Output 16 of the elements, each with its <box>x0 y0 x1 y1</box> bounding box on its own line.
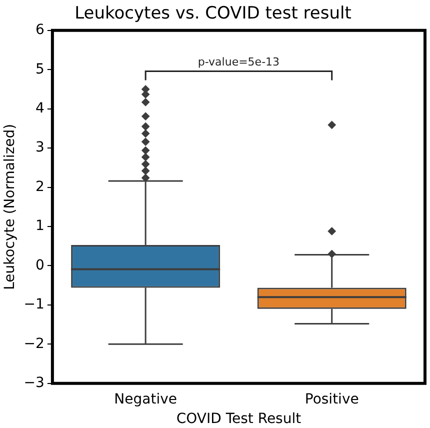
y-tick-label: 5 <box>36 61 44 78</box>
annotation: p-value=5e-13 <box>198 56 280 69</box>
chart-title: Leukocytes vs. COVID test result <box>74 4 352 24</box>
y-axis-title: Leukocyte (Normalized) <box>2 124 18 290</box>
x-axis-title: COVID Test Result <box>176 411 302 428</box>
x-tick-label: Negative <box>114 391 177 408</box>
y-tick-label: 6 <box>36 22 45 38</box>
y-tick-label: 3 <box>36 140 44 156</box>
y-tick-label: 0 <box>36 257 44 274</box>
y-tick-label: 2 <box>36 178 44 195</box>
y-tick-label: 4 <box>36 100 45 116</box>
y-tick-label: 1 <box>36 218 44 234</box>
x-tick-label: Positive <box>304 391 359 408</box>
y-tick-label: −2 <box>24 336 44 352</box>
y-tick-label: −3 <box>24 375 44 392</box>
y-tick-label: −1 <box>24 296 44 313</box>
